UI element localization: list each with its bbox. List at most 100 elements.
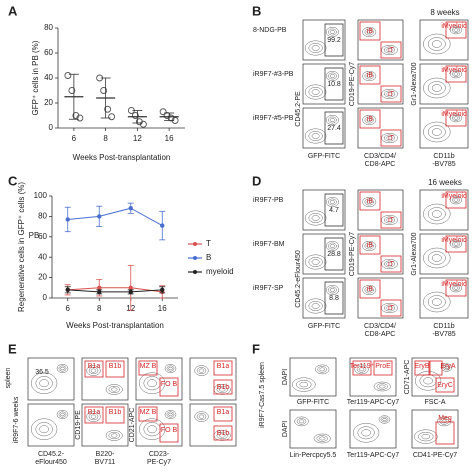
flow-plot: [289, 409, 337, 449]
data-point: [104, 105, 112, 113]
contour: [453, 72, 459, 76]
contour: [196, 413, 207, 421]
flow-header: 16 weeks: [428, 178, 462, 187]
x-axis-label: CD11b: [433, 153, 454, 160]
contour: [88, 367, 99, 375]
panel-letter: C: [8, 173, 18, 188]
row-label: iR9F7-6 weeks: [13, 396, 20, 443]
x-tick-label: 16: [158, 304, 167, 313]
y-axis-label: DAPI: [282, 421, 289, 437]
y-tick-label: 60: [44, 48, 53, 57]
gate: [359, 21, 381, 41]
x-axis-label: eFlour450: [35, 459, 67, 466]
contour: [86, 411, 101, 422]
y-axis-label: Gr1-Alexa700: [411, 232, 418, 275]
contour: [452, 241, 460, 247]
gate: [105, 406, 125, 424]
x-tick-label: 8: [103, 134, 108, 143]
contour: [216, 431, 228, 440]
contour: [386, 48, 393, 52]
gate-label: EryC: [437, 382, 453, 389]
gate-label: iB: [367, 72, 374, 79]
contour: [362, 240, 377, 252]
contour: [449, 239, 463, 249]
contour: [439, 418, 449, 425]
contour: [325, 26, 339, 38]
x-axis-label: CD41-PE-Cy7: [413, 452, 457, 459]
gate-label: iMyeloid: [441, 237, 467, 244]
gate: [445, 191, 467, 209]
contour: [105, 384, 123, 395]
gate: [352, 360, 372, 376]
x-axis-label: CD11b: [433, 323, 454, 330]
contour: [30, 418, 58, 440]
contour: [427, 37, 446, 51]
side-label: spleen: [5, 368, 12, 389]
contour: [304, 84, 327, 100]
contour: [316, 435, 328, 442]
contour: [440, 363, 453, 372]
contour: [111, 433, 118, 438]
contour: [317, 366, 327, 373]
gate-label: B1a: [217, 409, 230, 416]
contour: [143, 422, 161, 437]
contour: [198, 414, 205, 419]
contour: [366, 74, 372, 78]
gate: [159, 423, 179, 443]
contour: [414, 429, 438, 444]
panel-letter: F: [252, 341, 260, 356]
contour: [329, 30, 335, 34]
y-tick-label: 60: [38, 232, 47, 241]
contour: [364, 286, 374, 294]
x-axis-label: CD45.2-: [38, 451, 65, 458]
x-axis-label: Weeks Post-transplantation: [73, 153, 171, 162]
contour: [380, 416, 389, 423]
data-point: [160, 287, 165, 293]
contour: [294, 416, 309, 427]
gate-label: B1b: [109, 409, 122, 416]
contour: [431, 298, 442, 306]
legend-label: B: [206, 253, 211, 262]
contour: [362, 114, 377, 126]
contour: [30, 372, 58, 394]
gate: [380, 299, 402, 317]
gate: [138, 406, 158, 422]
gate-label: iMyeloid: [441, 111, 467, 118]
contour: [364, 242, 374, 250]
contour: [166, 365, 175, 372]
gate-value: 10.8: [327, 81, 341, 88]
gate-label: FO B: [161, 427, 178, 434]
y-axis-label: DAPI: [282, 369, 289, 385]
y-axis-label: Regenerative cells in GFP⁺ cells (%): [17, 182, 26, 312]
contour: [431, 128, 442, 136]
contour: [423, 247, 451, 269]
contour: [362, 26, 377, 38]
contour: [386, 218, 393, 222]
contour: [325, 114, 339, 126]
gate-value: 27.4: [327, 125, 341, 132]
contour: [108, 385, 120, 394]
contour: [304, 40, 327, 56]
contour: [292, 377, 316, 392]
contour: [39, 379, 49, 388]
contour: [219, 433, 226, 438]
contour: [423, 77, 451, 99]
row-label: iR9F7-#3-PB: [253, 71, 294, 78]
contour: [366, 244, 372, 248]
row-label: iR9F7-#5-PB: [253, 115, 294, 122]
contour: [328, 242, 337, 250]
contour: [39, 425, 49, 434]
data-point: [65, 287, 70, 293]
contour: [373, 381, 391, 392]
gate-label: FO B: [161, 381, 178, 388]
contour: [88, 413, 99, 421]
flow-plot: [289, 357, 337, 397]
contour: [383, 260, 396, 268]
x-axis-label: Ter119-APC-Cy7: [347, 399, 399, 406]
gate-label: iMyeloid: [441, 193, 467, 200]
gate-label: Ter119⁺: [350, 363, 375, 370]
y-axis-label: CD21-APC: [129, 408, 136, 443]
flow-plot: [302, 107, 346, 149]
contour: [60, 412, 65, 417]
